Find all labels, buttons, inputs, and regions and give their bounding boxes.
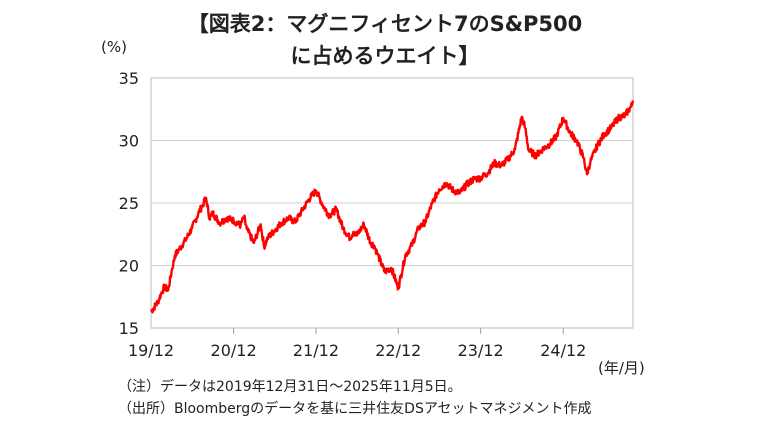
y-tick-label: 35: [119, 69, 139, 88]
x-tick-label: 22/12: [375, 341, 421, 360]
x-tick-label: 20/12: [211, 341, 257, 360]
y-axis-unit-label: (%): [101, 38, 127, 56]
x-tick-label: 21/12: [293, 341, 339, 360]
y-tick-label: 20: [119, 257, 139, 276]
x-tick-label: 23/12: [458, 341, 504, 360]
chart-subtitle: に占めるウエイト】: [290, 44, 480, 68]
y-tick-label: 25: [119, 194, 139, 213]
series-group: [150, 100, 635, 314]
gridlines: [151, 140, 633, 334]
y-tick-labels: 15 20 25 30 35: [119, 69, 139, 338]
y-tick-label: 15: [119, 319, 139, 338]
y-tick-label: 30: [119, 132, 139, 151]
x-axis-unit-label: (年/月): [598, 359, 645, 377]
x-tick-label: 24/12: [540, 341, 586, 360]
x-tick-label: 19/12: [128, 341, 174, 360]
x-tick-labels: 19/12 20/12 21/12 22/12 23/12 24/12: [128, 341, 586, 360]
series-line: [150, 100, 635, 314]
chart-title: 【図表2：マグニフィセント7のS&P500: [187, 12, 583, 36]
footnote-source: （出所）Bloombergのデータを基に三井住友DSアセットマネジメント作成: [118, 401, 592, 417]
footnote-data-period: （注）データは2019年12月31日～2025年11月5日。: [118, 379, 462, 395]
